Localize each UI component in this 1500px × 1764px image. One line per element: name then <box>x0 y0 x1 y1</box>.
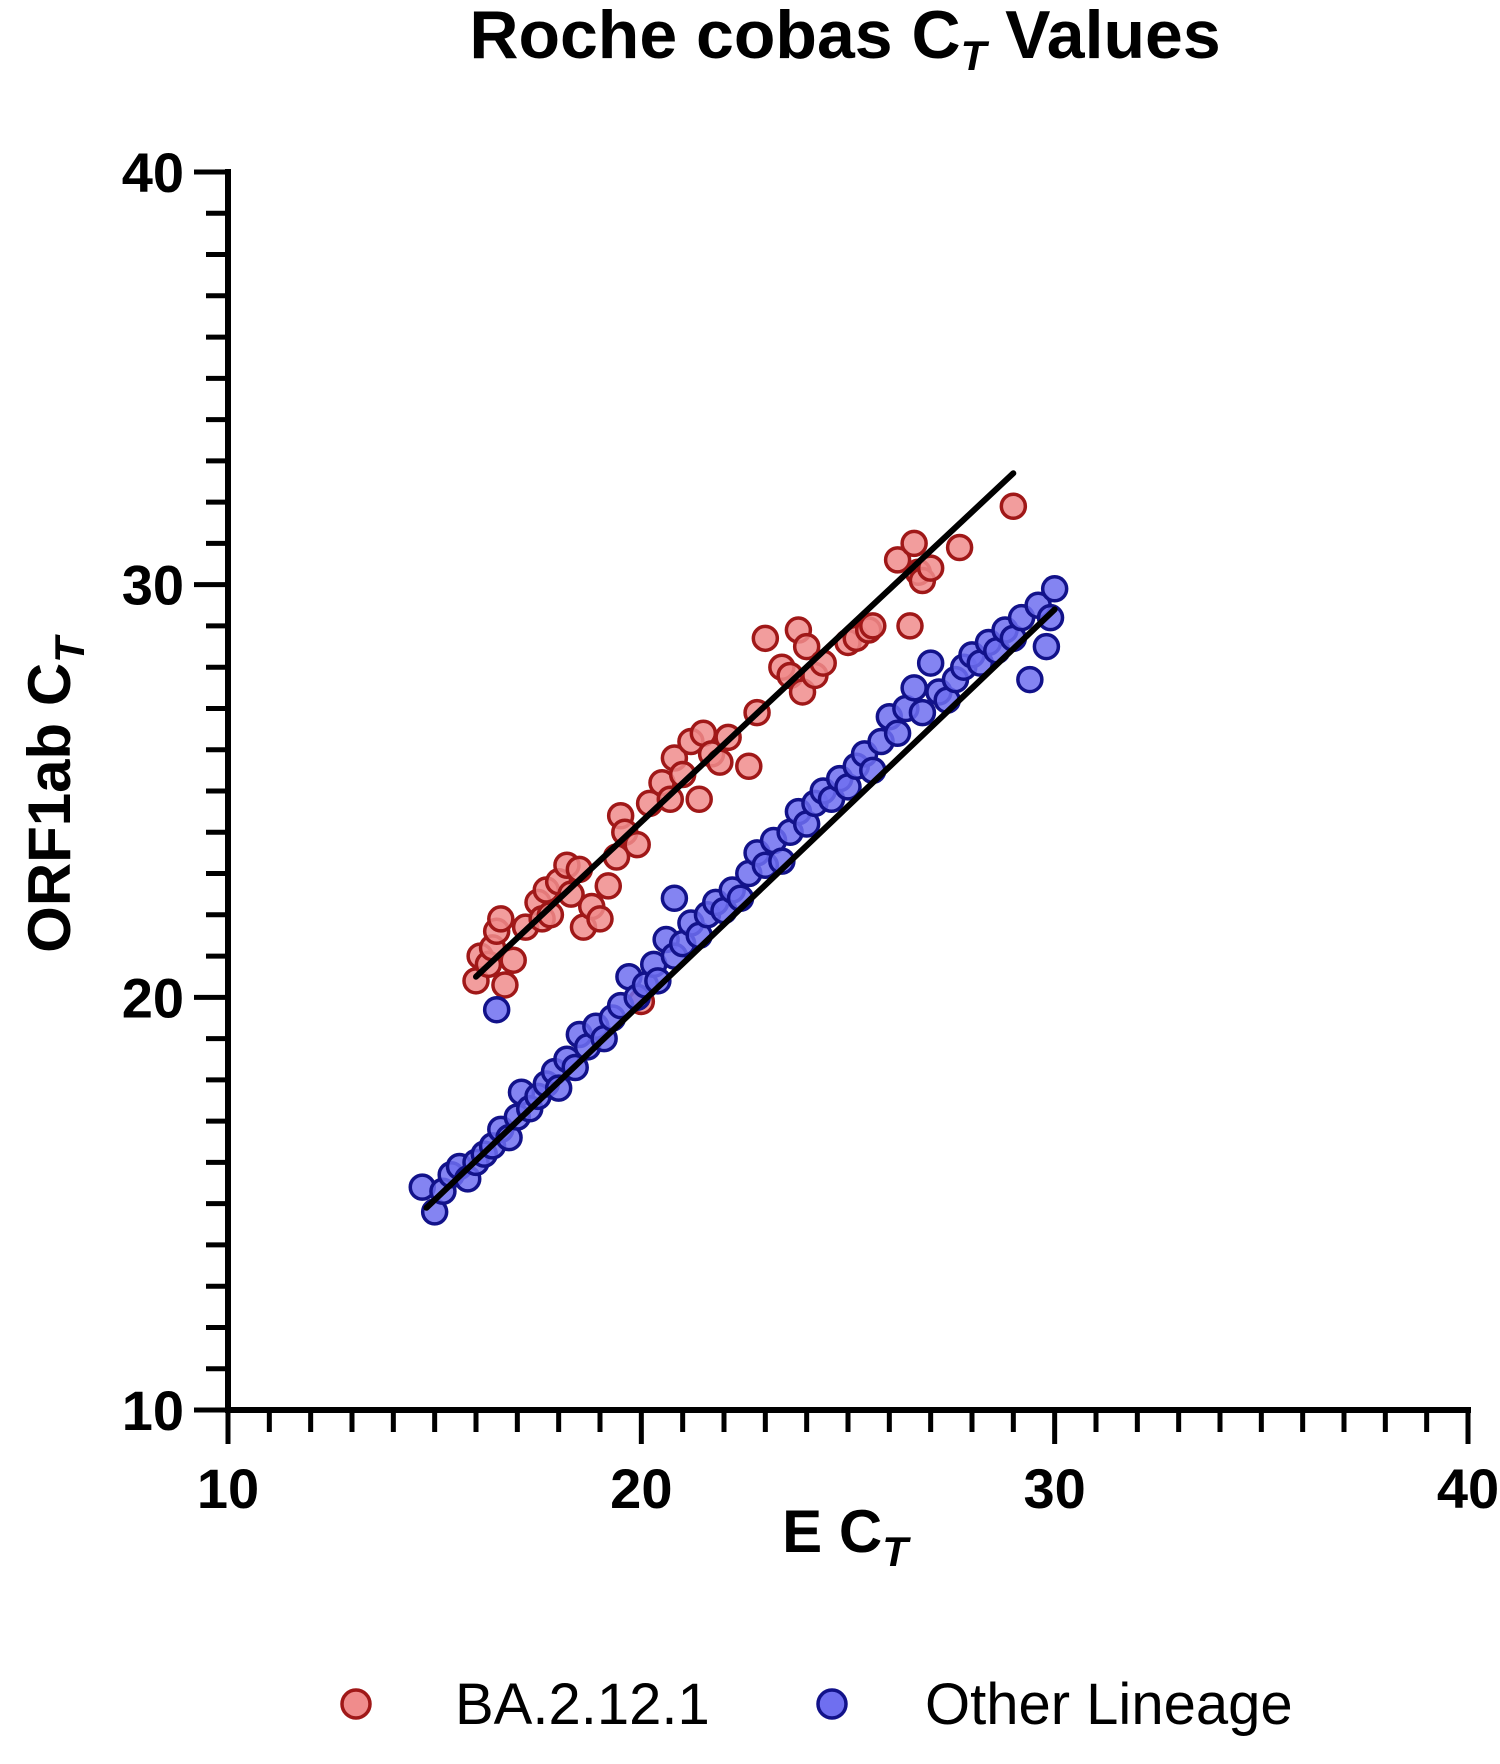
data-point <box>1032 632 1061 661</box>
data-point <box>883 546 912 574</box>
data-point <box>1016 665 1044 694</box>
data-point <box>544 1074 573 1102</box>
y-tick-label: 20 <box>122 966 184 1029</box>
trend-line-other-lineage <box>423 606 1058 1211</box>
data-point <box>999 492 1028 521</box>
data-point <box>656 785 685 814</box>
data-point <box>900 674 928 702</box>
y-tick-label: 10 <box>122 1379 184 1442</box>
x-tick-label: 20 <box>610 1457 672 1520</box>
data-point <box>751 624 780 653</box>
data-point <box>685 785 713 814</box>
chart-title-subscript: T <box>961 32 990 79</box>
data-point <box>644 967 672 995</box>
trend-line-ba2121 <box>473 470 1017 980</box>
chart-title-main: Roche cobas C <box>469 0 960 73</box>
data-point <box>491 971 519 999</box>
legend-label-ba2121: BA.2.12.1 <box>455 1672 710 1737</box>
data-point <box>859 612 887 640</box>
data-point <box>594 872 623 900</box>
data-point <box>499 946 527 974</box>
y-tick-label: 30 <box>122 554 184 617</box>
data-point <box>623 830 651 859</box>
data-points <box>408 492 1069 1226</box>
data-point <box>487 905 515 933</box>
x-tick-label: 40 <box>1437 1457 1499 1520</box>
x-tick-label: 10 <box>197 1457 259 1520</box>
x-tick-labels: 10 20 30 40 <box>197 1457 1499 1520</box>
trend-lines <box>423 470 1058 1211</box>
legend-marker-other-lineage <box>816 1688 848 1720</box>
data-point <box>586 905 614 933</box>
x-axis-title-subscript: T <box>882 1528 911 1575</box>
data-point <box>916 554 945 582</box>
y-axis-title-subscript: T <box>46 634 93 663</box>
x-axis-title: E CT <box>782 1498 911 1575</box>
y-tick-labels: 10 20 30 40 <box>122 141 184 1442</box>
legend-label-other-lineage: Other Lineage <box>925 1672 1293 1737</box>
data-point <box>735 752 763 780</box>
data-point <box>482 995 511 1024</box>
series-ba2121-points <box>462 492 1028 1016</box>
data-point <box>660 884 689 913</box>
data-point <box>1040 575 1069 603</box>
axes <box>194 169 1471 1444</box>
legend-marker-ba2121 <box>340 1688 372 1720</box>
y-axis-title: ORF1ab CT <box>16 634 93 953</box>
data-point <box>900 529 928 558</box>
data-point <box>916 649 945 677</box>
chart-title-rest: Values <box>986 0 1220 73</box>
x-tick-label: 30 <box>1024 1457 1086 1520</box>
chart-title: Roche cobas CT Values <box>469 0 1220 79</box>
data-point <box>945 533 974 562</box>
data-point <box>792 632 821 661</box>
data-point <box>908 698 937 727</box>
data-point <box>883 719 912 747</box>
y-axis-title-main: ORF1ab C <box>16 663 83 953</box>
y-tick-label: 40 <box>122 141 184 204</box>
data-point <box>896 612 924 640</box>
x-axis-title-main: E C <box>782 1498 882 1565</box>
legend: BA.2.12.1 Other Lineage <box>340 1672 1293 1737</box>
data-point <box>557 880 585 908</box>
